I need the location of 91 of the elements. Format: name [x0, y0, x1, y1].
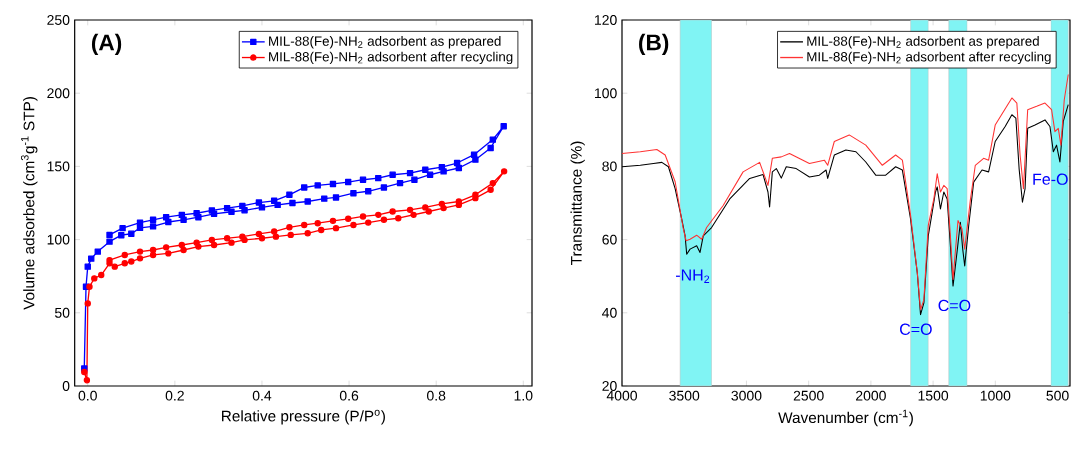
y-axis-title: Transmittance (%)	[570, 141, 585, 265]
annotation: C=O	[938, 299, 971, 312]
annotation: Fe-O	[1033, 173, 1068, 185]
point	[332, 194, 340, 201]
y-tick-label: 100	[595, 88, 617, 99]
annotation: (A)	[91, 33, 122, 55]
point	[438, 163, 446, 171]
y-tick-label: 20	[602, 381, 617, 391]
point	[208, 207, 216, 214]
point	[162, 213, 170, 221]
x-tick-label: 2500	[793, 390, 824, 401]
point	[136, 219, 144, 226]
x-axis-title: Wavenumber (cm$^{-1}$)	[778, 409, 913, 427]
point	[500, 123, 507, 130]
point	[239, 202, 246, 210]
y-tick-label: 50	[54, 307, 70, 318]
x-tick-label: 0.8	[427, 390, 446, 401]
point	[426, 171, 434, 178]
point	[165, 218, 172, 226]
point	[487, 144, 494, 152]
point	[304, 198, 311, 205]
point	[345, 178, 352, 186]
x-tick-label: 4000	[606, 390, 638, 401]
point	[180, 216, 187, 224]
legend-label: MIL-88(Fe)-NH$_{2}$ adsorbent after recycling	[269, 51, 513, 65]
point	[88, 255, 95, 262]
point	[396, 179, 404, 187]
point	[375, 174, 382, 182]
point	[149, 223, 157, 230]
x-tick-label: 3000	[731, 390, 762, 401]
x-tick-label: 1.0	[514, 390, 533, 401]
point	[223, 204, 231, 212]
point	[193, 210, 200, 217]
x-tick-label: 2000	[856, 390, 886, 401]
point	[470, 151, 478, 158]
x-tick-label: 500	[1046, 390, 1069, 401]
point	[286, 191, 293, 198]
point	[270, 197, 278, 204]
point	[489, 136, 497, 143]
y-tick-label: 120	[595, 15, 617, 25]
y-tick-label: 150	[47, 161, 70, 172]
point	[314, 182, 321, 189]
x-tick-label: 1500	[918, 390, 949, 401]
y-tick-label: 40	[602, 307, 617, 318]
y-tick-label: 0	[62, 381, 70, 391]
point	[258, 204, 266, 211]
point	[359, 176, 367, 183]
point	[453, 159, 461, 167]
point	[350, 189, 357, 197]
legend-label: MIL-88(Fe)-NH$_{2}$ adsorbent as prepared	[807, 36, 1039, 49]
y-tick-label: 60	[602, 234, 617, 245]
point	[289, 199, 296, 207]
legend-label: MIL-88(Fe)-NH$_{2}$ adsorbent after recycling	[807, 51, 1051, 65]
y-tick-label: 80	[602, 161, 617, 172]
point	[178, 211, 186, 219]
annotation: C=O	[900, 323, 932, 335]
x-axis-title: Relative pressure (P/P$^{o}$)	[222, 409, 385, 425]
x-tick-label: 1000	[980, 390, 1011, 401]
y-axis-title: Volume adsorbed (cm$^{3}$g$^{-1}$ STP)	[20, 97, 38, 310]
point	[380, 184, 388, 191]
point	[406, 169, 414, 177]
annotation: -NH$_{2}$	[675, 269, 710, 283]
point	[128, 230, 135, 237]
point	[106, 238, 113, 245]
point	[389, 171, 396, 178]
x-tick-label: 0.4	[252, 390, 272, 401]
point	[329, 180, 337, 188]
point	[228, 208, 235, 215]
point	[118, 232, 125, 239]
point	[255, 199, 263, 206]
x-tick-label: 3500	[669, 390, 700, 401]
point	[149, 216, 157, 224]
point	[472, 156, 479, 163]
x-tick-label: 0.0	[78, 390, 97, 401]
point	[106, 231, 113, 239]
x-tick-label: 0.6	[339, 390, 359, 401]
y-tick-label: 100	[47, 234, 70, 245]
x-tick-label: 0.2	[165, 390, 184, 401]
point	[422, 166, 429, 173]
point	[411, 176, 418, 183]
point	[241, 207, 248, 214]
point	[321, 195, 328, 202]
y-tick-label: 200	[47, 88, 70, 99]
legend-label: MIL-88(Fe)-NH$_{2}$ adsorbent as prepared	[269, 36, 501, 49]
y-tick-label: 250	[47, 15, 70, 25]
point	[84, 263, 91, 270]
annotation: (B)	[639, 33, 669, 55]
point	[365, 188, 372, 195]
point	[301, 184, 308, 191]
point	[94, 248, 101, 255]
point	[119, 224, 126, 232]
